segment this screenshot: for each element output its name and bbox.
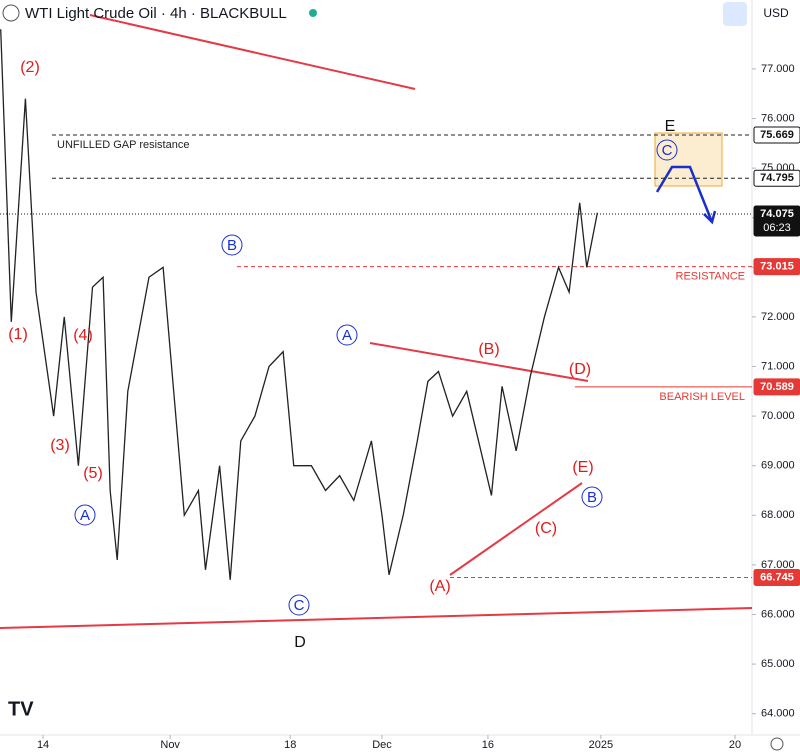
y-tick-label: 71.000 <box>761 360 795 372</box>
wave-label: B <box>587 489 597 506</box>
y-tick-label: 68.000 <box>761 509 795 521</box>
wave-label: B <box>227 237 237 254</box>
wave-label: (5) <box>83 465 103 482</box>
wave-label: E <box>665 118 676 135</box>
price-tag-label: 74.075 <box>760 208 794 220</box>
x-tick-label: 16 <box>482 739 494 751</box>
x-tick-label: 14 <box>37 739 49 751</box>
logo: TV <box>8 698 34 720</box>
currency[interactable]: USD <box>763 6 789 20</box>
y-tick-label: 70.000 <box>761 410 795 422</box>
wave-label: (D) <box>569 361 591 378</box>
price-tag <box>753 169 800 187</box>
symbol-icon <box>2 4 20 22</box>
y-tick-label: 65.000 <box>761 658 795 670</box>
y-tick-label: 64.000 <box>761 708 795 720</box>
wave-label: (4) <box>73 327 93 344</box>
wave-label: D <box>294 634 306 651</box>
countdown: 06:23 <box>763 222 791 234</box>
wave-label: C <box>294 597 305 614</box>
projection <box>655 165 714 223</box>
level-text: UNFILLED GAP resistance <box>57 139 189 151</box>
x-tick-label: 18 <box>284 739 296 751</box>
wave-circle <box>336 324 358 346</box>
y-tick-label: 76.000 <box>761 112 795 124</box>
projection-arrow <box>703 210 717 225</box>
price-tag <box>753 258 800 276</box>
price-tag <box>753 569 800 587</box>
wave-label: (1) <box>8 326 28 343</box>
wave-label: A <box>342 327 352 344</box>
trend-line <box>449 482 583 576</box>
y-tick-label: 66.000 <box>761 608 795 620</box>
chart-title: WTI Light Crude Oil · 4h · BLACKBULL <box>25 5 287 22</box>
wave-label: (3) <box>50 437 70 454</box>
x-tick-label: 20 <box>729 739 741 751</box>
trend-line <box>369 342 589 382</box>
x-tick-label: 2025 <box>589 739 613 751</box>
y-tick-label: 69.000 <box>761 460 795 472</box>
wave-label: (C) <box>535 520 557 537</box>
wave-circle <box>288 594 310 616</box>
x-tick-label: Dec <box>372 739 392 751</box>
wave-label: (2) <box>20 59 40 76</box>
level-text: BEARISH LEVEL <box>659 391 745 403</box>
price-tag <box>753 205 800 237</box>
y-tick-label: 72.000 <box>761 311 795 323</box>
y-tick-label: 67.000 <box>761 559 795 571</box>
trend-line <box>0 607 753 629</box>
wave-circle <box>74 504 96 526</box>
wave-circle <box>656 139 678 161</box>
wave-label: A <box>80 507 90 524</box>
price-tag-label: 74.795 <box>760 172 794 184</box>
x-tick-label: Nov <box>160 739 180 751</box>
level-text: RESISTANCE <box>676 270 745 282</box>
price-tag-label: 66.745 <box>760 571 794 583</box>
y-tick-label: 77.000 <box>761 63 795 75</box>
price-tag-label: 75.669 <box>760 129 794 141</box>
trend-line <box>89 14 416 90</box>
price-tag-label: 70.589 <box>760 381 794 393</box>
settings[interactable] <box>770 737 784 751</box>
wave-label: (A) <box>429 578 450 595</box>
wave-circle <box>221 234 243 256</box>
wave-circle <box>581 486 603 508</box>
price-tag <box>753 126 800 144</box>
wave-label: C <box>662 142 673 159</box>
button[interactable] <box>723 2 747 26</box>
wave-label: (E) <box>572 459 593 476</box>
price-tag <box>753 378 800 396</box>
price-line <box>0 29 599 580</box>
wave-label: (B) <box>478 341 499 358</box>
status-dot <box>309 9 317 17</box>
price-tag-label: 73.015 <box>760 260 794 272</box>
